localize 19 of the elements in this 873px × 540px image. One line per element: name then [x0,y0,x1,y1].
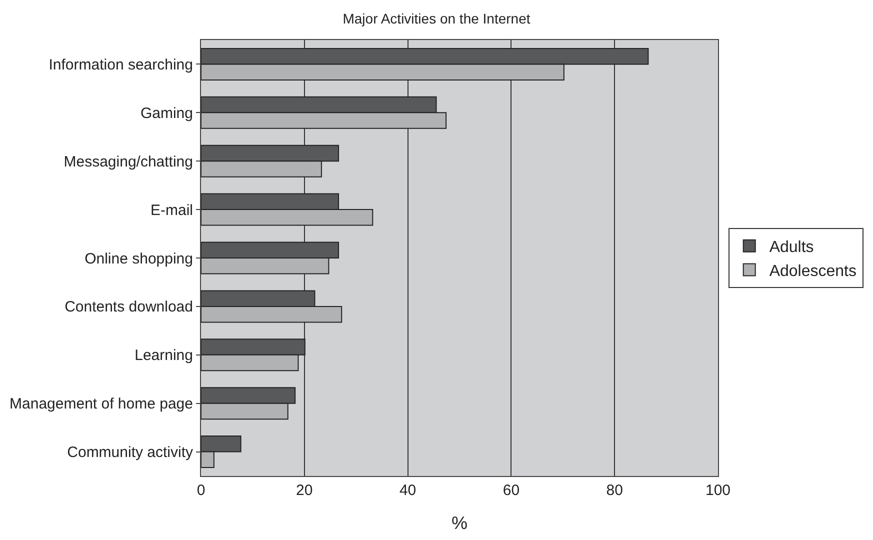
x-tick-label: 40 [399,482,416,499]
y-tick-label: Contents download [64,298,193,316]
legend-label: Adults [769,239,814,256]
x-tick-label: 60 [502,482,520,499]
x-tick-label: 0 [196,482,206,499]
y-tick-label: Learning [134,347,193,364]
chart-title: Major Activities on the Internet [342,10,530,26]
legend-label: Adolescents [769,262,857,280]
y-tick-label: Online shopping [84,250,193,268]
x-tick-label: 100 [705,482,731,499]
x-tick-label: 20 [296,482,313,499]
y-tick-label: Gaming [140,104,193,122]
x-axis-title: % [451,513,468,534]
y-tick-label: Messaging/chatting [64,153,193,170]
y-tick-label: Information searching [48,56,193,74]
y-tick-label: E-mail [150,202,193,219]
x-tick-label: 80 [606,482,623,499]
y-tick-label: Management of home page [10,396,193,413]
y-tick-label: Community activity [67,444,194,462]
